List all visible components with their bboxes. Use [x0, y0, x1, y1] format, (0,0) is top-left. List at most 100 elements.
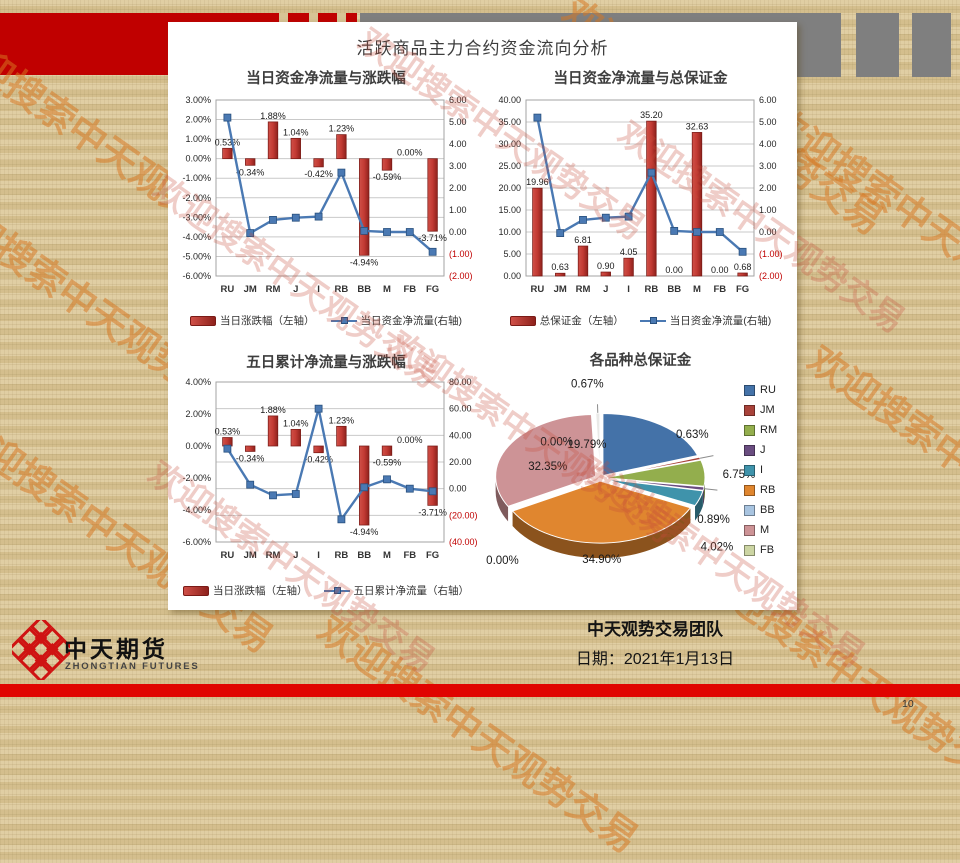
- svg-text:0.89%: 0.89%: [697, 514, 730, 526]
- legend-label: 五日累计净流量（右轴）: [354, 583, 470, 598]
- svg-text:(2.00): (2.00): [449, 271, 473, 281]
- chart-margin-pie: 各品种总保证金 19.79%0.63%6.75%0.89%4.02%34.90%…: [486, 350, 795, 609]
- svg-text:2.00%: 2.00%: [185, 115, 211, 125]
- svg-text:3.00: 3.00: [759, 161, 777, 171]
- svg-text:-2.00%: -2.00%: [182, 193, 211, 203]
- svg-text:FG: FG: [426, 550, 439, 561]
- svg-text:32.35%: 32.35%: [528, 461, 567, 473]
- line-swatch-icon: [324, 586, 350, 595]
- svg-text:3.00: 3.00: [449, 161, 467, 171]
- pie-legend-item: J: [744, 444, 777, 456]
- svg-text:80.00: 80.00: [449, 377, 472, 387]
- svg-text:RM: RM: [266, 284, 281, 295]
- svg-text:JM: JM: [244, 284, 257, 295]
- logo-name-cn: 中天期货: [64, 630, 168, 664]
- svg-text:0.00%: 0.00%: [486, 555, 519, 567]
- pie-swatch-icon: [744, 525, 755, 536]
- svg-text:0.00: 0.00: [759, 227, 777, 237]
- svg-text:-6.00%: -6.00%: [182, 271, 211, 281]
- svg-text:0.00%: 0.00%: [185, 154, 211, 164]
- svg-text:BB: BB: [357, 550, 371, 561]
- pie-legend-label: RB: [760, 484, 775, 496]
- svg-text:-0.34%: -0.34%: [236, 167, 265, 177]
- svg-text:(20.00): (20.00): [449, 510, 478, 520]
- svg-text:2.00: 2.00: [449, 183, 467, 193]
- svg-text:0.53%: 0.53%: [215, 137, 241, 147]
- pie-swatch-icon: [744, 465, 755, 476]
- chart-title: 当日资金净流量与总保证金: [486, 68, 795, 92]
- svg-text:25.00: 25.00: [498, 161, 521, 171]
- svg-text:30.00: 30.00: [498, 139, 521, 149]
- watermark-text: 欢迎搜索中天观势交易: [798, 330, 960, 593]
- bar-swatch-icon: [190, 316, 216, 326]
- svg-text:1.04%: 1.04%: [283, 418, 309, 428]
- pie-legend-label: JM: [760, 404, 775, 416]
- pie-legend-item: BB: [744, 504, 777, 516]
- svg-text:-4.00%: -4.00%: [182, 232, 211, 242]
- pie-legend-item: FB: [744, 544, 777, 556]
- svg-text:FB: FB: [713, 284, 726, 295]
- line-swatch-icon: [331, 316, 357, 325]
- svg-text:0.00%: 0.00%: [397, 435, 423, 445]
- chart-title: 各品种总保证金: [486, 350, 795, 374]
- legend-item: 五日累计净流量（右轴）: [324, 583, 470, 598]
- pie-legend-label: RU: [760, 384, 776, 396]
- svg-text:RB: RB: [335, 550, 349, 561]
- pie-legend-item: M: [744, 524, 777, 536]
- legend-item: 当日资金净流量(右轴): [640, 313, 772, 328]
- svg-text:FG: FG: [426, 284, 439, 295]
- svg-text:0.00: 0.00: [503, 271, 521, 281]
- svg-text:0.00%: 0.00%: [540, 436, 573, 448]
- svg-text:M: M: [693, 284, 701, 295]
- svg-text:0.00%: 0.00%: [185, 441, 211, 451]
- svg-text:I: I: [317, 284, 320, 295]
- legend-label: 当日资金净流量(右轴): [361, 313, 463, 328]
- svg-text:1.23%: 1.23%: [329, 415, 355, 425]
- svg-text:JM: JM: [554, 284, 567, 295]
- svg-text:RM: RM: [576, 284, 591, 295]
- daily-net-flow-vs-margin-svg: 40.0035.0030.0025.0020.0015.0010.005.000…: [486, 92, 795, 306]
- svg-text:1.00: 1.00: [449, 205, 467, 215]
- svg-text:1.23%: 1.23%: [329, 124, 355, 134]
- svg-text:-2.00%: -2.00%: [182, 473, 211, 483]
- svg-text:6.81: 6.81: [574, 235, 592, 245]
- chart-title: 当日资金净流量与涨跌幅: [170, 68, 482, 92]
- svg-text:-3.00%: -3.00%: [182, 212, 211, 222]
- svg-text:0.00%: 0.00%: [397, 148, 423, 158]
- svg-text:I: I: [317, 550, 320, 561]
- svg-text:4.00: 4.00: [449, 139, 467, 149]
- svg-text:J: J: [603, 284, 608, 295]
- svg-text:-1.00%: -1.00%: [182, 173, 211, 183]
- legend-label: 当日涨跌幅（左轴）: [220, 313, 315, 328]
- svg-text:1.88%: 1.88%: [260, 111, 286, 121]
- svg-text:J: J: [293, 284, 298, 295]
- pie-swatch-icon: [744, 385, 755, 396]
- svg-text:RU: RU: [531, 284, 545, 295]
- svg-text:FG: FG: [736, 284, 749, 295]
- svg-text:1.00%: 1.00%: [185, 134, 211, 144]
- svg-text:0.53%: 0.53%: [215, 427, 241, 437]
- svg-text:RB: RB: [645, 284, 659, 295]
- svg-text:M: M: [383, 550, 391, 561]
- svg-text:0.63%: 0.63%: [676, 429, 709, 441]
- svg-text:6.00: 6.00: [759, 95, 777, 105]
- pie-swatch-icon: [744, 425, 755, 436]
- svg-text:5.00: 5.00: [503, 249, 521, 259]
- footer-team-name: 中天观势交易团队: [480, 615, 830, 640]
- svg-text:4.05: 4.05: [620, 247, 638, 257]
- svg-text:-4.94%: -4.94%: [350, 257, 379, 267]
- svg-text:0.68: 0.68: [734, 262, 752, 272]
- chart-daily-flow-vs-change: 当日资金净流量与涨跌幅 3.00%2.00%1.00%0.00%-1.00%-2…: [170, 68, 482, 328]
- pie-legend-item: JM: [744, 404, 777, 416]
- pie-swatch-icon: [744, 545, 755, 556]
- svg-text:-0.59%: -0.59%: [373, 457, 402, 467]
- legend-label: 当日资金净流量(右轴): [670, 313, 772, 328]
- svg-text:20.00: 20.00: [498, 183, 521, 193]
- svg-text:BB: BB: [667, 284, 681, 295]
- legend-item: 总保证金（左轴）: [510, 313, 624, 328]
- bar-swatch-icon: [183, 586, 209, 596]
- svg-text:JM: JM: [244, 550, 257, 561]
